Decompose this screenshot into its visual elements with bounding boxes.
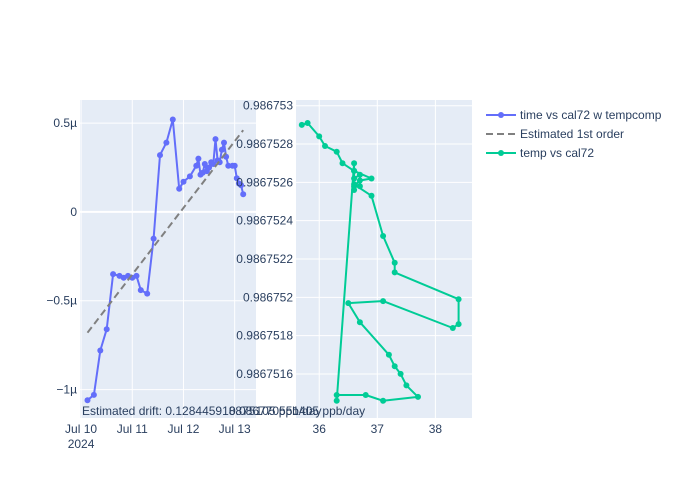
data-point-time-vs-cal72 [144,290,151,297]
y-tick-label-right: 0.9867526 [236,175,293,189]
data-point-time-vs-cal72 [212,136,219,143]
data-point-temp-vs-cal72 [391,363,398,370]
legend-swatch-marker [498,112,504,118]
data-point-time-vs-cal72 [195,155,202,162]
data-point-temp-vs-cal72 [351,175,358,182]
data-point-time-vs-cal72 [150,235,157,242]
y-tick-label-right: 0.9867524 [236,214,293,228]
series-line-estimated-1st-order [86,129,244,334]
data-point-time-vs-cal72 [221,139,227,146]
data-point-temp-vs-cal72 [391,259,398,266]
y-tick-label-right: 0.9867522 [236,252,293,266]
data-point-temp-vs-cal72 [356,177,363,184]
x-tick-label-left: Jul 11 [117,422,148,436]
legend-item: time vs cal72 w tempcomp [486,108,662,122]
legend-item: temp vs cal72 [486,146,594,160]
data-point-time-vs-cal72 [231,162,238,169]
x-tick-label-right: 37 [371,422,385,436]
y-tick-label-right: 0.9867518 [236,329,293,343]
data-point-time-vs-cal72 [206,164,213,171]
data-point-time-vs-cal72 [157,152,163,159]
x-tick-label-left: Jul 12 [167,422,199,436]
data-point-time-vs-cal72 [133,272,140,279]
data-point-time-vs-cal72 [218,146,225,153]
data-point-temp-vs-cal72 [455,296,462,303]
data-point-time-vs-cal72 [186,173,193,180]
y-tick-label-left: −0.5µ [46,294,77,308]
data-point-temp-vs-cal72 [333,392,340,398]
data-point-time-vs-cal72 [163,139,170,146]
data-point-temp-vs-cal72 [322,143,328,149]
data-point-time-vs-cal72 [240,191,247,198]
data-point-temp-vs-cal72 [345,300,352,307]
y-tick-label-right: 0.9867516 [236,367,293,381]
legend-item: Estimated 1st order [486,127,624,141]
data-point-time-vs-cal72 [137,287,144,294]
data-point-temp-vs-cal72 [333,148,340,155]
data-point-temp-vs-cal72 [380,298,387,305]
y-tick-label-right: 0.9867528 [236,137,293,151]
data-point-temp-vs-cal72 [351,160,358,167]
x-tick-sublabel: 2024 [68,437,95,451]
y-tick-label-left: 0 [70,205,77,219]
legend-swatch-marker [498,150,504,156]
data-point-temp-vs-cal72 [455,321,462,328]
y-tick-label-right: 0.986752 [243,290,293,304]
data-point-temp-vs-cal72 [356,171,363,178]
data-point-temp-vs-cal72 [362,392,369,398]
data-point-time-vs-cal72 [90,391,97,398]
data-point-time-vs-cal72 [180,178,187,185]
data-point-temp-vs-cal72 [415,393,421,400]
x-tick-label-right: 38 [429,422,443,436]
data-point-time-vs-cal72 [110,271,117,278]
data-point-temp-vs-cal72 [316,133,323,140]
legend-label: time vs cal72 w tempcomp [520,108,662,122]
data-point-temp-vs-cal72 [351,167,358,174]
legend-label: Estimated 1st order [520,127,624,141]
data-point-temp-vs-cal72 [403,382,410,389]
drift-annotation: Estimated drift: 0.128445918875105 ppb/d… [82,404,322,418]
data-point-temp-vs-cal72 [391,269,398,276]
x-tick-label-left: Jul 10 [65,422,97,436]
data-point-temp-vs-cal72 [304,120,311,126]
data-point-time-vs-cal72 [238,182,245,189]
data-point-temp-vs-cal72 [449,325,456,331]
data-point-temp-vs-cal72 [356,183,363,190]
x-tick-label-right: 36 [313,422,327,436]
data-point-time-vs-cal72 [84,397,91,404]
drift-annotation-right: 0.086770551405 ppb/day [229,404,365,418]
y-tick-label-right: 0.986753 [243,99,293,113]
plot-area-left [80,100,256,418]
data-point-time-vs-cal72 [97,347,104,354]
data-point-temp-vs-cal72 [380,233,387,239]
data-point-temp-vs-cal72 [368,175,375,182]
data-point-temp-vs-cal72 [385,351,392,358]
data-point-temp-vs-cal72 [380,397,387,404]
data-point-time-vs-cal72 [201,161,208,167]
data-point-temp-vs-cal72 [339,160,346,167]
data-point-temp-vs-cal72 [397,370,404,377]
data-point-temp-vs-cal72 [298,121,305,128]
data-point-time-vs-cal72 [225,162,232,169]
legend-label: temp vs cal72 [520,146,594,160]
data-point-temp-vs-cal72 [351,187,358,193]
data-point-time-vs-cal72 [176,185,183,192]
data-point-temp-vs-cal72 [333,397,340,404]
data-point-time-vs-cal72 [103,326,110,333]
data-point-time-vs-cal72 [169,116,176,123]
data-point-temp-vs-cal72 [356,319,363,326]
y-tick-label-left: −1µ [56,383,77,397]
y-tick-label-left: 0.5µ [53,116,77,130]
data-point-time-vs-cal72 [193,162,200,169]
data-point-time-vs-cal72 [233,175,240,182]
x-tick-label-left: Jul 13 [219,422,251,436]
data-point-temp-vs-cal72 [368,192,375,199]
